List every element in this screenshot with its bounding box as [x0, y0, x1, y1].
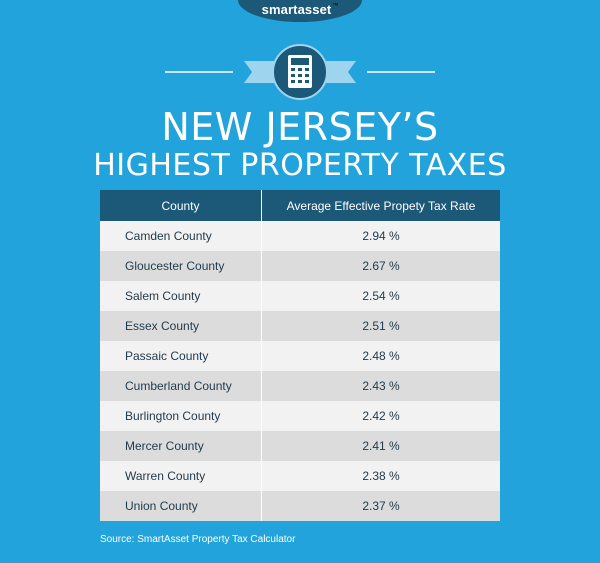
table-row: Camden County 2.94 %: [100, 221, 500, 251]
table-row: Mercer County 2.41 %: [100, 431, 500, 461]
county-cell: Warren County: [100, 461, 262, 491]
table-row: Burlington County 2.42 %: [100, 401, 500, 431]
rate-cell: 2.94 %: [261, 221, 500, 251]
logo-text: smartasset: [261, 2, 332, 17]
rate-cell: 2.48 %: [261, 341, 500, 371]
emblem-ribbon-left: [244, 61, 282, 83]
source-note: Source: SmartAsset Property Tax Calculat…: [100, 534, 296, 545]
table-row: Salem County 2.54 %: [100, 281, 500, 311]
county-cell: Passaic County: [100, 341, 262, 371]
header-county: County: [100, 190, 262, 221]
calculator-emblem: [165, 44, 435, 100]
table-row: Warren County 2.38 %: [100, 461, 500, 491]
county-cell: Burlington County: [100, 401, 262, 431]
logo-trademark: ™: [332, 3, 339, 9]
emblem-ribbon-right: [318, 61, 356, 83]
table-row: Gloucester County 2.67 %: [100, 251, 500, 281]
county-cell: Camden County: [100, 221, 262, 251]
table-row: Essex County 2.51 %: [100, 311, 500, 341]
smartasset-logo: smartasset™: [238, 0, 362, 22]
rate-cell: 2.51 %: [261, 311, 500, 341]
rate-cell: 2.37 %: [261, 491, 500, 521]
header-rate: Average Effective Propety Tax Rate: [261, 190, 500, 221]
table-row: Passaic County 2.48 %: [100, 341, 500, 371]
table-row: Cumberland County 2.43 %: [100, 371, 500, 401]
table-header-row: County Average Effective Propety Tax Rat…: [100, 190, 500, 221]
rate-cell: 2.38 %: [261, 461, 500, 491]
county-cell: Salem County: [100, 281, 262, 311]
rate-cell: 2.42 %: [261, 401, 500, 431]
rate-cell: 2.54 %: [261, 281, 500, 311]
county-cell: Union County: [100, 491, 262, 521]
county-cell: Essex County: [100, 311, 262, 341]
rate-cell: 2.41 %: [261, 431, 500, 461]
county-cell: Cumberland County: [100, 371, 262, 401]
table-row: Union County 2.37 %: [100, 491, 500, 521]
rate-cell: 2.43 %: [261, 371, 500, 401]
county-cell: Mercer County: [100, 431, 262, 461]
county-cell: Gloucester County: [100, 251, 262, 281]
property-tax-table: County Average Effective Propety Tax Rat…: [100, 190, 500, 521]
title-line-1: NEW JERSEY’S: [161, 105, 439, 149]
title-line-2: HIGHEST PROPERTY TAXES: [93, 148, 507, 183]
calculator-icon: [288, 55, 312, 88]
rate-cell: 2.67 %: [261, 251, 500, 281]
